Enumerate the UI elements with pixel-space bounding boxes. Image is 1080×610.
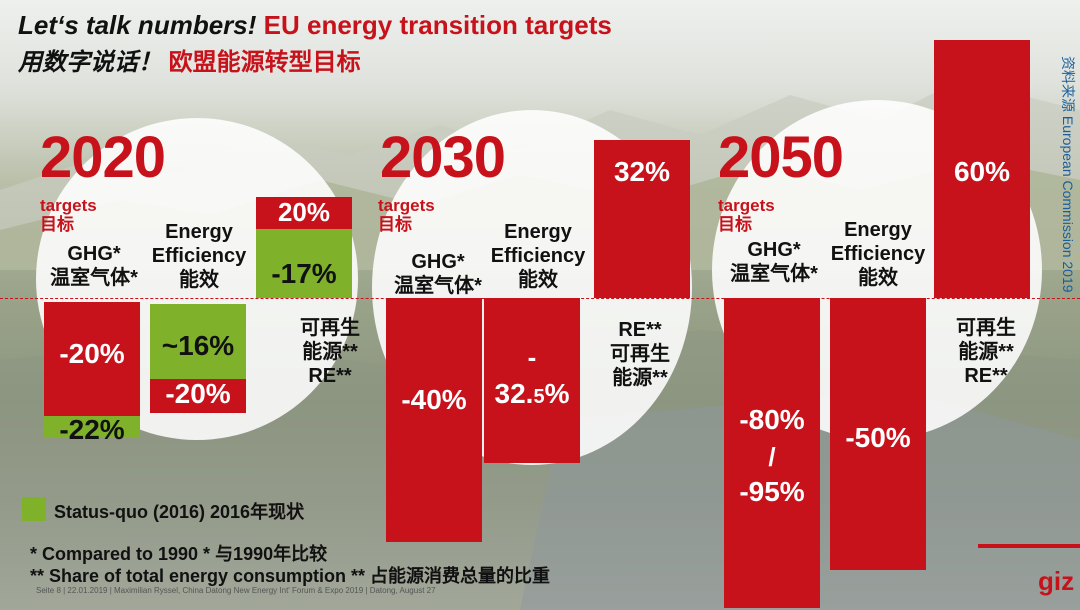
label-cn: 能效 — [518, 269, 558, 291]
note-share-energy: ** Share of total energy consumption ** … — [30, 566, 551, 586]
label-cn: 能效 — [179, 269, 219, 291]
label-cn-2: 能源** — [612, 367, 668, 389]
slide-title-chinese: 用数字说话！ 欧盟能源转型目标 — [18, 42, 361, 77]
title-line1-black: Let‘s talk numbers! — [18, 10, 257, 40]
legend-status-quo-label: Status-quo (2016) 2016年现状 — [54, 502, 305, 522]
bar-2020-ee-target — [150, 378, 246, 413]
label-cn: 可再生 — [956, 317, 1016, 339]
label-en: RE** — [964, 365, 1008, 387]
title-line1-red: EU energy transition targets — [263, 10, 612, 40]
bar-2030-ghg-target — [386, 298, 482, 542]
targets-label-2050: targets 目标 — [718, 196, 775, 234]
label-cn: 能效 — [858, 267, 898, 289]
label-en: Energy Efficiency — [490, 221, 586, 267]
year-2030: 2030 — [380, 125, 506, 190]
bar-2050-ee-target — [830, 298, 926, 570]
value-2050-ghg-target-sep: / — [768, 442, 776, 472]
label-en: GHG* — [67, 243, 121, 265]
footer-text: Seite 8 | 22.01.2019 | Maximilian Ryssel… — [36, 586, 436, 595]
value-2050-ghg-target-max: -95% — [739, 476, 805, 507]
value-2030-re-target: 32% — [613, 156, 671, 187]
label-cn: 可再生 — [610, 343, 670, 365]
note-compared-1990: * Compared to 1990 * 与1990年比较 — [30, 544, 328, 564]
targets-en: targets — [378, 196, 435, 215]
giz-logo: giz — [1038, 566, 1075, 596]
value-2050-ghg-target-min: -80% — [739, 404, 805, 435]
label-cn-2: 能源** — [302, 341, 358, 363]
label-cn: 温室气体* — [730, 263, 818, 285]
label-en: GHG* — [747, 239, 801, 261]
label-2020-energy-efficiency: Energy Efficiency 能效 — [146, 220, 252, 292]
label-en: RE** — [308, 365, 352, 387]
label-cn: 温室气体* — [394, 275, 482, 297]
bar-2020-re-status-quo — [256, 229, 352, 298]
bar-2020-ghg-status-quo — [44, 416, 140, 438]
value-2030-ee-target: 32.5% — [494, 378, 570, 409]
label-2050-ghg: GHG* 温室气体* — [722, 238, 826, 286]
label-2020-ghg: GHG* 温室气体* — [44, 242, 144, 290]
label-2050-re: 可再生 能源** RE** — [936, 316, 1036, 388]
targets-label-2030: targets 目标 — [378, 196, 435, 234]
label-en: Energy Efficiency — [830, 219, 926, 265]
value-2020-re-target: 20% — [277, 197, 331, 227]
label-2030-ghg: GHG* 温室气体* — [386, 250, 490, 298]
bar-2030-ee-target — [484, 298, 580, 463]
value-2030-ee-target-sign: - — [527, 342, 537, 372]
bar-2020-ee-status-quo — [150, 304, 246, 379]
year-2020: 2020 — [40, 125, 166, 190]
label-en: GHG* — [411, 251, 465, 273]
label-cn: 温室气体* — [50, 267, 138, 289]
value-2020-ee-status-quo: ~16% — [161, 330, 235, 361]
value-2020-ee-target: -20% — [165, 378, 231, 409]
targets-en: targets — [40, 196, 97, 215]
source-label: 资料来源 European Commission 2019 — [1060, 56, 1076, 293]
label-cn-2: 能源** — [958, 341, 1014, 363]
bar-2030-re-target — [594, 140, 690, 298]
value-2020-ghg-target: -20% — [59, 338, 125, 369]
targets-en: targets — [718, 196, 775, 215]
legend-status-quo-swatch — [22, 497, 46, 521]
value-2050-ee-target: -50% — [845, 422, 911, 453]
value-2020-re-status-quo: -17% — [271, 258, 337, 289]
label-2030-re: RE** 可再生 能源** — [590, 318, 690, 390]
slide-title: Let‘s talk numbers! EU energy transition… — [18, 10, 612, 41]
targets-cn: 目标 — [40, 215, 74, 234]
label-cn: 可再生 — [300, 317, 360, 339]
title-line2-black: 用数字说话！ — [18, 49, 162, 76]
value-2020-ghg-status-quo: -22% — [59, 414, 125, 445]
year-2050: 2050 — [718, 125, 844, 190]
value-2030-ghg-target: -40% — [401, 384, 467, 415]
label-en: RE** — [618, 319, 662, 341]
value-2050-re-target: 60% — [953, 156, 1011, 187]
label-2030-energy-efficiency: Energy Efficiency 能效 — [484, 220, 592, 292]
label-2020-re: 可再生 能源** RE** — [270, 316, 390, 388]
title-line2-red: 欧盟能源转型目标 — [168, 49, 361, 76]
corner-accent-bar — [978, 544, 1080, 548]
bar-2020-ghg-target — [44, 302, 140, 416]
label-2050-energy-efficiency: Energy Efficiency 能效 — [824, 218, 932, 290]
targets-label-2020: targets 目标 — [40, 196, 97, 234]
bar-2020-re-target — [256, 197, 352, 229]
bar-2050-re-target — [934, 40, 1030, 298]
targets-cn: 目标 — [718, 215, 752, 234]
label-en: Energy Efficiency — [151, 221, 247, 267]
bar-2050-ghg-target — [724, 298, 820, 608]
targets-cn: 目标 — [378, 215, 412, 234]
